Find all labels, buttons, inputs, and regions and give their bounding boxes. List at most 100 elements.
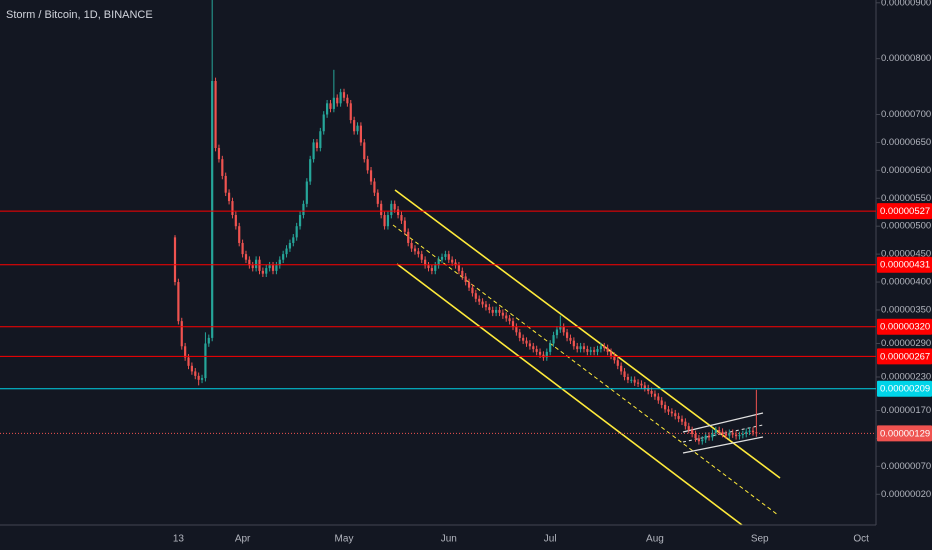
candle-body [664, 404, 667, 410]
x-tick-label: Apr [235, 534, 251, 545]
candle-body [184, 346, 187, 358]
candle-body [285, 248, 288, 255]
candle-body [417, 251, 420, 255]
candle-body [565, 332, 569, 338]
candle-body [177, 282, 180, 322]
candle-body [599, 346, 602, 350]
price-label: 0.00000527 [880, 206, 930, 217]
candle-body [609, 351, 613, 356]
candle-body [427, 265, 430, 269]
x-tick-label: May [335, 534, 354, 545]
candle-body [633, 379, 636, 383]
price-label: 0.00000209 [880, 384, 930, 395]
y-tick-label: 0.00000400 [881, 277, 931, 288]
candle-body [410, 242, 413, 249]
candle-body [251, 265, 254, 269]
candle-body [552, 335, 555, 344]
candle-body [359, 125, 362, 143]
candle-body [738, 435, 741, 437]
candle-body [295, 226, 298, 238]
candle-body [515, 326, 518, 333]
candle-body [349, 103, 352, 121]
candle-body [495, 309, 498, 313]
candle-body [312, 142, 315, 160]
candle-body [298, 215, 302, 227]
candle-body [326, 103, 329, 115]
candle-body [586, 349, 589, 352]
candle-body [292, 237, 295, 243]
candle-body [474, 293, 477, 299]
candle-body [413, 248, 417, 252]
x-tick-label: 13 [173, 534, 185, 545]
y-tick-label: 0.00000900 [881, 0, 931, 8]
candle-body [576, 346, 579, 350]
candle-body [667, 409, 670, 412]
candle-body [440, 256, 444, 260]
candle-body [173, 237, 177, 283]
candle-body [356, 125, 359, 132]
y-tick-label: 0.00000500 [881, 221, 931, 232]
candle-body [400, 215, 403, 221]
candle-body [643, 385, 646, 389]
candle-body [728, 432, 731, 436]
candle-body [714, 430, 717, 433]
candle-body [707, 435, 711, 438]
candle-body [755, 432, 758, 434]
candle-body [278, 259, 281, 266]
candle-body [724, 433, 728, 436]
candle-body [596, 349, 599, 352]
candle-body [464, 276, 467, 283]
candle-body [569, 337, 572, 341]
candle-body [687, 426, 690, 431]
candle-body [224, 175, 227, 193]
candle-body [501, 312, 504, 316]
candle-body [549, 343, 552, 352]
candle-body [535, 349, 538, 352]
candle-body [647, 388, 650, 391]
candle-body [745, 431, 748, 434]
candle-body [582, 346, 586, 350]
candle-body [636, 382, 640, 384]
candle-body [309, 159, 312, 182]
candle-body [437, 259, 440, 266]
candle-body [200, 378, 204, 380]
candle-body [522, 337, 525, 341]
candle-body [271, 265, 275, 271]
candle-body [505, 315, 508, 319]
candle-body [363, 142, 366, 160]
price-label-box [877, 256, 932, 273]
candle-body [346, 97, 349, 104]
candle-body [532, 346, 535, 350]
y-tick-label: 0.00000170 [881, 405, 931, 416]
candle-body [447, 254, 450, 260]
candle-body [332, 97, 335, 109]
price-label: 0.00000320 [880, 322, 930, 333]
candle-body [187, 357, 190, 366]
candle-body [457, 265, 461, 271]
candle-body [555, 329, 559, 336]
candle-body [244, 254, 248, 260]
candle-body [376, 192, 379, 204]
x-tick-label: Aug [646, 534, 664, 545]
candle-body [559, 326, 562, 330]
candle-body [390, 203, 393, 216]
candle-body [180, 321, 183, 347]
candle-body [403, 220, 406, 232]
candle-body [396, 209, 400, 216]
candle-body [545, 351, 548, 358]
candle-body [207, 337, 210, 344]
candle-body [711, 432, 714, 438]
candle-body [302, 203, 305, 216]
candle-body [640, 383, 643, 386]
candle-body [461, 270, 464, 277]
candle-body [234, 215, 237, 227]
candle-body [386, 215, 390, 227]
candle-body [211, 80, 214, 338]
flag-upper [682, 412, 764, 433]
candle-body [255, 259, 258, 269]
candle-body [677, 416, 680, 419]
candle-body [579, 346, 582, 350]
candle-body [484, 304, 488, 308]
